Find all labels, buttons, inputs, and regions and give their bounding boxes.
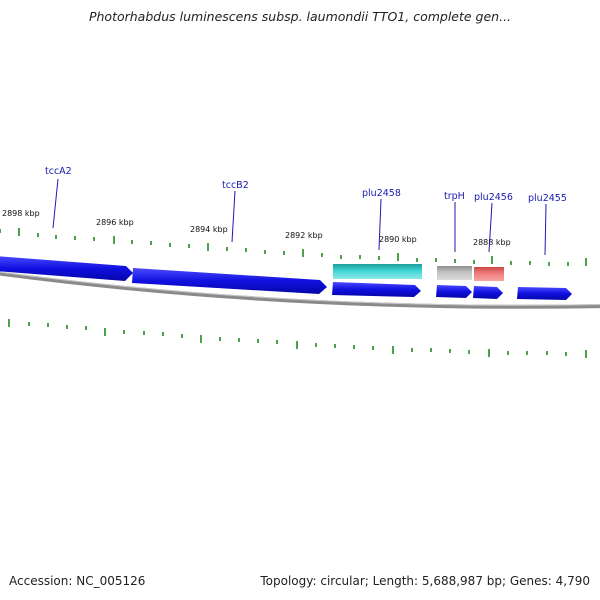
accession-label: Accession: NC_005126 xyxy=(9,574,146,588)
gene-labels: tccA2 tccB2 plu2458 trpH plu2456 plu2455 xyxy=(45,166,567,204)
genome-summary: Topology: circular; Length: 5,688,987 bp… xyxy=(260,574,590,588)
cds-arrow-tccA2[interactable] xyxy=(0,256,133,281)
leader-line-plu2456 xyxy=(488,202,493,253)
genome-backbone xyxy=(0,271,600,309)
cyan-feature-plu2458[interactable] xyxy=(333,264,422,279)
gene-label-tccA2: tccA2 xyxy=(45,166,72,177)
leader-line-tccB2 xyxy=(231,190,236,243)
cds-arrow-plu2455[interactable] xyxy=(517,287,572,300)
leader-line-plu2458 xyxy=(378,198,382,251)
kbp-label-2888: 2888 kbp xyxy=(473,238,511,247)
gene-label-trpH: trpH xyxy=(444,191,465,202)
kbp-label-2892: 2892 kbp xyxy=(285,231,323,240)
cds-arrow-plu2456[interactable] xyxy=(473,286,503,299)
kbp-label-2898: 2898 kbp xyxy=(2,209,40,218)
upper-tick-track xyxy=(0,228,587,266)
genome-title: Photorhabdus luminescens subsp. laumondi… xyxy=(88,9,512,24)
cds-arrow-tccB2[interactable] xyxy=(132,268,327,294)
cds-arrow-plu2458[interactable] xyxy=(332,282,421,297)
cds-track xyxy=(0,256,572,300)
feature-row-upper xyxy=(333,264,504,281)
kbp-label-2894: 2894 kbp xyxy=(190,225,228,234)
gray-feature-trpH[interactable] xyxy=(437,266,472,280)
kbp-label-2896: 2896 kbp xyxy=(96,218,134,227)
gene-label-tccB2: tccB2 xyxy=(222,180,249,191)
cds-arrow-trpH[interactable] xyxy=(436,285,472,298)
gene-label-plu2458: plu2458 xyxy=(362,188,401,199)
kbp-label-2890: 2890 kbp xyxy=(379,235,417,244)
lower-tick-track xyxy=(8,319,587,358)
gene-label-plu2456: plu2456 xyxy=(474,192,513,203)
kbp-labels: 2898 kbp 2896 kbp 2894 kbp 2892 kbp 2890… xyxy=(2,209,511,247)
gene-label-leaders xyxy=(52,178,547,256)
leader-line-tccA2 xyxy=(52,178,59,229)
genome-backbone-highlight xyxy=(0,271,600,306)
leader-line-plu2455 xyxy=(544,203,547,256)
gene-label-plu2455: plu2455 xyxy=(528,193,567,204)
red-feature-plu2456[interactable] xyxy=(474,267,504,281)
